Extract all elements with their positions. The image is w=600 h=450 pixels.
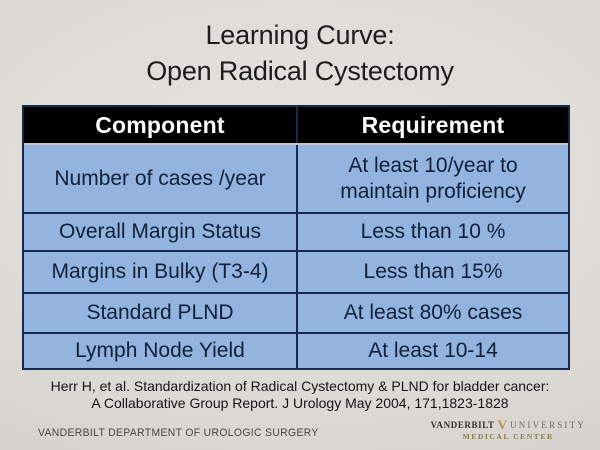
requirement-cell: At least 10-14 [368,339,498,363]
component-cell: Margins in Bulky (T3-4) [24,252,298,292]
footer-department-text: VANDERBILT DEPARTMENT OF UROLOGIC SURGER… [38,427,319,439]
table-row: Standard PLND At least 80% cases [24,292,568,332]
slide-title: Learning Curve: Open Radical Cystectomy [0,17,600,89]
vanderbilt-logo: VANDERBILT V UNIVERSITY MEDICAL CENTER [430,417,586,441]
requirement-cell: At least 10/year to maintain proficiency [340,153,526,203]
table-body: Number of cases /year At least 10/year t… [24,145,568,368]
vanderbilt-wordmark: VANDERBILT [430,420,495,430]
table-row: Number of cases /year At least 10/year t… [24,145,568,212]
university-wordmark: UNIVERSITY [510,420,586,430]
citation: Herr H, et al. Standardization of Radica… [0,378,600,411]
requirement-cell: Less than 10 % [360,220,506,244]
vanderbilt-logo-top: VANDERBILT V UNIVERSITY [430,417,586,432]
requirement-cell: Less than 15% [363,260,503,284]
component-cell: Standard PLND [24,294,298,332]
citation-line-2: A Collaborative Group Report. J Urology … [91,394,509,411]
requirement-cell: At least 80% cases [343,301,523,325]
column-header-requirement: Requirement [361,111,505,138]
component-cell: Lymph Node Yield [24,334,298,368]
table-row: Margins in Bulky (T3-4) Less than 15% [24,250,568,292]
title-line-1: Learning Curve: [205,20,395,50]
title-line-2: Open Radical Cystectomy [146,56,454,86]
component-cell: Number of cases /year [24,145,298,212]
vanderbilt-v-icon: V [497,417,507,432]
citation-line-1: Herr H, et al. Standardization of Radica… [50,378,550,394]
column-header-component: Component [24,107,298,143]
requirements-table: Component Requirement Number of cases /y… [22,105,570,370]
component-cell: Overall Margin Status [24,214,298,250]
medical-center-wordmark: MEDICAL CENTER [462,432,554,441]
table-row: Overall Margin Status Less than 10 % [24,212,568,250]
table-row: Lymph Node Yield At least 10-14 [24,332,568,368]
table-header-row: Component Requirement [24,107,568,145]
